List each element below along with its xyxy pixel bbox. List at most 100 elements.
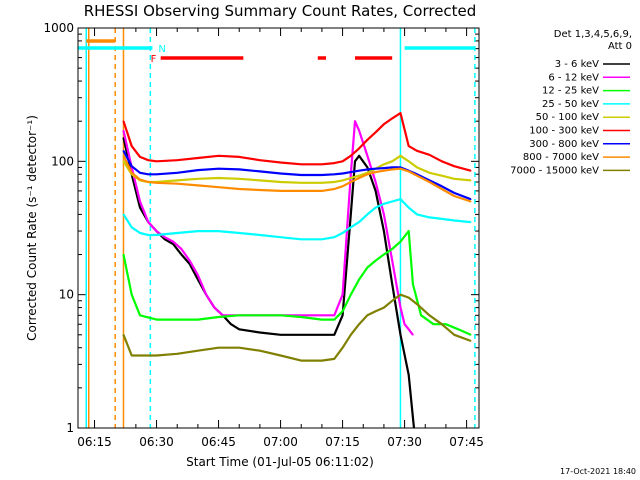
data-point [469,334,472,336]
data-point [403,323,406,326]
x-axis-label: Start Time (01-Jul-05 06:11:02) [186,455,374,469]
data-point [259,170,261,173]
data-point [416,303,418,305]
data-point [122,150,125,152]
data-point [147,181,150,183]
data-point [374,181,377,183]
data-point [358,155,360,157]
data-point [416,166,418,169]
data-point [391,160,394,163]
data-point [399,198,402,200]
data-point [441,323,443,326]
plot-area: 1 10 100 1000 06:15 06:30 06:45 07:00 07:15 07:30… [43,21,484,449]
data-point [279,314,282,317]
data-point [176,159,178,161]
data-point [333,181,336,183]
data-point [333,318,336,321]
data-point [383,213,385,216]
data-point [416,150,418,152]
data-point [358,278,360,281]
data-point [391,248,394,250]
data-point [453,195,456,197]
data-point [341,346,344,349]
data-point [176,172,178,174]
data-point [383,203,385,205]
data-point [321,182,323,184]
data-point [259,234,261,236]
data-point [416,213,418,216]
data-point [407,230,410,232]
data-point [383,167,385,169]
data-point [139,156,141,158]
data-point [407,328,410,331]
data-point [399,240,402,243]
data-point [399,306,402,309]
data-point [155,182,158,184]
data-point [333,334,336,336]
data-point [197,349,199,352]
series-group [122,112,472,428]
data-point [300,334,303,336]
data-point [139,232,141,234]
data-point [374,206,377,209]
data-point [358,129,360,132]
data-point [399,155,402,157]
data-point [180,253,183,256]
data-point [383,230,385,232]
data-point [354,120,356,122]
data-point [147,234,150,236]
data-point [122,120,125,122]
data-point [147,159,150,161]
data-point [172,243,174,245]
data-point [391,300,394,302]
data-point [358,169,360,172]
data-point [230,323,232,326]
plot-frame [77,27,480,429]
data-point [453,165,456,167]
data-point [321,238,323,241]
data-point [428,216,431,219]
legend-title-line1: Det 1,3,4,5,6,9, [554,29,632,40]
data-point [122,253,125,256]
data-point [279,236,282,238]
data-point [333,188,336,190]
data-point [300,359,303,362]
data-point [155,173,158,176]
data-point [399,167,402,170]
data-point [383,169,385,172]
y-tick-label: 10 [59,288,74,302]
data-point [321,163,323,166]
data-point [333,173,336,176]
data-point [441,160,443,163]
data-point [122,137,125,139]
x-tick-label: 07:30 [387,435,422,449]
data-point [139,206,141,209]
data-point [300,163,303,166]
data-point [469,169,472,172]
x-tick-label: 07:00 [263,435,298,449]
data-point [139,200,141,203]
data-point [197,274,199,277]
data-point [350,181,352,183]
legend: 3 - 6 keV 6 - 12 keV 12 - 25 keV 25 - 50 ke… [510,59,630,176]
data-point [130,293,133,296]
data-point [391,166,394,169]
data-point [350,155,352,157]
data-point [350,293,352,296]
legend-label: 6 - 12 keV [548,72,599,83]
data-point [176,353,178,355]
data-point [130,354,133,357]
data-point [350,226,352,229]
data-point [441,188,443,190]
data-point [164,238,166,241]
data-point [130,165,133,167]
data-point [176,182,178,185]
data-point [366,155,369,157]
data-point [122,155,125,157]
x-tick-label: 06:30 [139,435,174,449]
legend-label: 800 - 7000 keV [523,152,599,163]
data-point [238,328,240,331]
legend-label: 300 - 800 keV [529,139,599,150]
data-point [197,169,199,171]
x-tick-label: 07:45 [449,435,484,449]
